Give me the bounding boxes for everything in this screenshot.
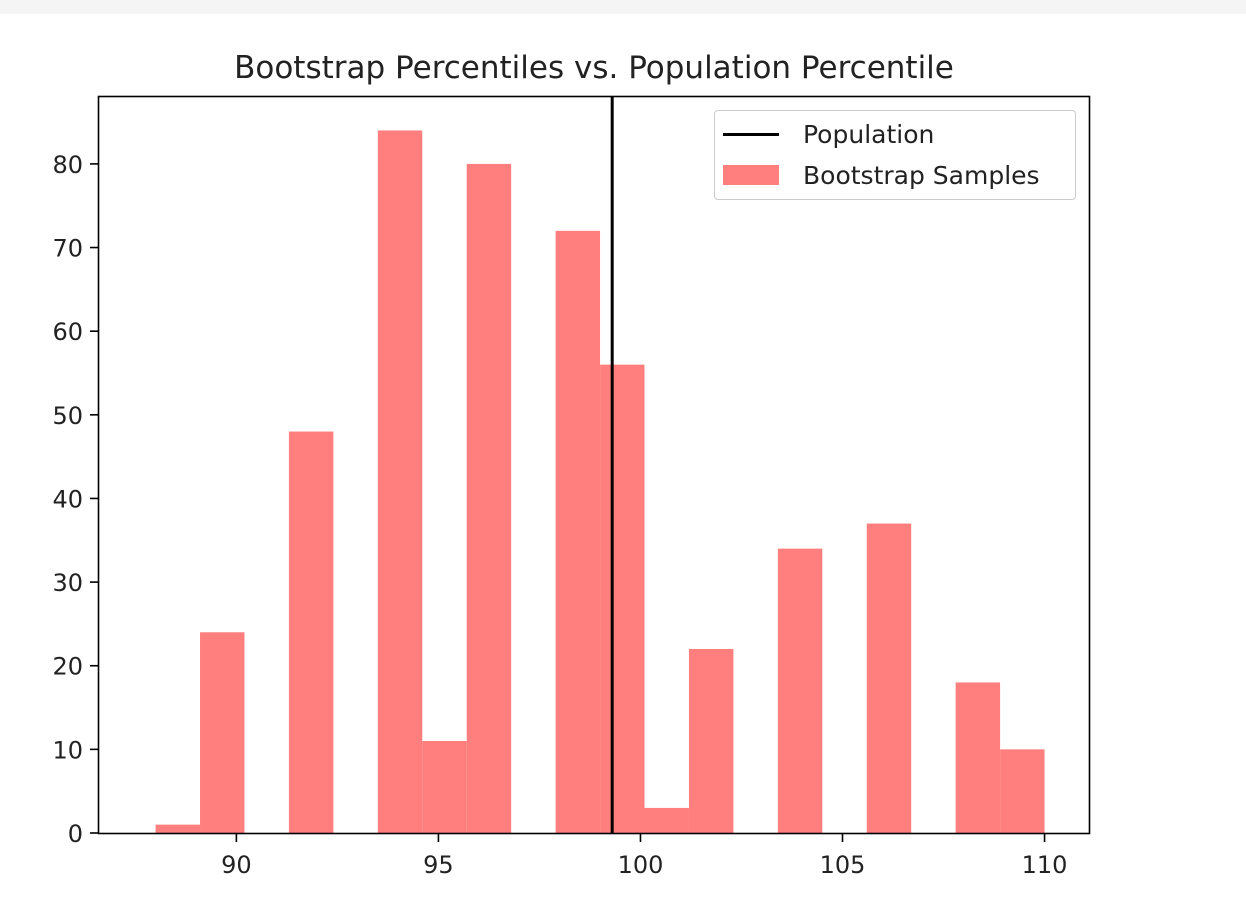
- plot-frame: [97, 95, 1091, 835]
- legend-entry-population: Population: [715, 114, 934, 154]
- legend: Population Bootstrap Samples: [714, 110, 1076, 200]
- histogram-bars: [155, 130, 1045, 834]
- top-strip: [0, 0, 1246, 14]
- y-axis-ticks: 0 10 20 30 40 50 60 70 80: [52, 151, 99, 848]
- histogram-bar: [377, 130, 423, 834]
- legend-label-bootstrap: Bootstrap Samples: [803, 160, 1040, 190]
- x-tick-label: 110: [1022, 851, 1068, 879]
- histogram-bar: [866, 523, 912, 833]
- histogram-bar: [1000, 749, 1045, 833]
- legend-entry-bootstrap: Bootstrap Samples: [715, 155, 1040, 195]
- histogram-bar: [422, 741, 467, 833]
- y-tick-label: 80: [52, 151, 83, 179]
- histogram-bar: [777, 548, 823, 833]
- x-tick-label: 95: [423, 851, 454, 879]
- histogram-bar: [688, 649, 734, 833]
- y-tick-label: 10: [52, 736, 83, 764]
- legend-line-swatch: [723, 132, 779, 136]
- x-axis-ticks: 90 95 100 105 110: [221, 833, 1067, 879]
- x-tick-label: 100: [618, 851, 664, 879]
- histogram-bar: [200, 632, 245, 833]
- legend-label-population: Population: [803, 119, 935, 149]
- y-tick-label: 60: [52, 318, 83, 346]
- histogram-bar: [600, 364, 645, 833]
- histogram-bar: [466, 163, 512, 834]
- y-tick-label: 30: [52, 569, 83, 597]
- chart-title: Bootstrap Percentiles vs. Population Per…: [234, 50, 954, 86]
- x-tick-label: 105: [820, 851, 866, 879]
- x-tick-label: 90: [221, 851, 252, 879]
- histogram-bar: [644, 807, 689, 833]
- y-tick-label: 70: [52, 235, 83, 263]
- histogram-bar: [555, 230, 601, 833]
- y-tick-label: 20: [52, 653, 83, 681]
- y-tick-label: 0: [68, 820, 83, 848]
- histogram-bar: [155, 824, 201, 833]
- histogram-bar: [955, 682, 1001, 833]
- legend-patch-swatch: [723, 165, 779, 185]
- histogram-bar: [288, 431, 334, 833]
- y-tick-label: 40: [52, 485, 83, 513]
- y-tick-label: 50: [52, 402, 83, 430]
